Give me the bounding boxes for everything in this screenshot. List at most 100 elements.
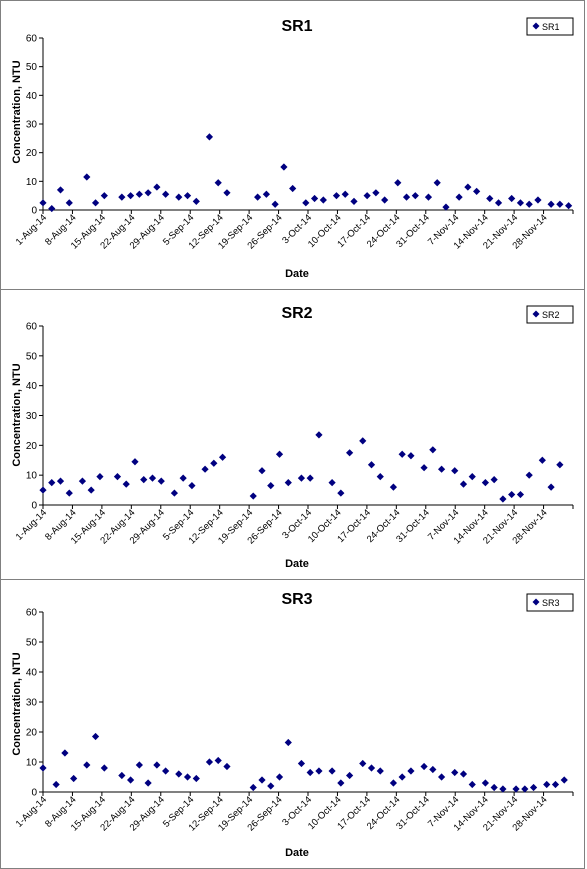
legend-box (526, 305, 574, 324)
data-point (468, 780, 476, 789)
data-point (315, 431, 323, 439)
data-point (376, 473, 384, 481)
data-point (328, 479, 336, 487)
data-point (437, 773, 446, 781)
data-point (70, 774, 78, 783)
y-tick-label: 10 (26, 471, 38, 482)
data-point (310, 194, 319, 203)
data-point (223, 189, 231, 197)
data-point (56, 477, 65, 485)
data-point (341, 190, 349, 198)
chart-panel-sr1: SR1 Concentration, NTU Date SR1 0 10 20 30 4… (0, 0, 585, 290)
data-point (332, 192, 341, 200)
legend: SR2 (526, 305, 574, 324)
y-tick-label: 40 (26, 381, 38, 392)
chart-panel-sr2: SR2 Concentration, NTU Date SR2 0 10 20 30 4… (0, 289, 585, 580)
data-point (429, 446, 437, 454)
data-point (315, 767, 323, 775)
data-point (473, 187, 481, 195)
data-point (525, 200, 533, 208)
data-point (131, 458, 139, 466)
y-tick-label: 40 (26, 91, 38, 102)
data-point (411, 192, 419, 200)
data-point (170, 489, 179, 497)
data-point (201, 465, 209, 473)
data-point (376, 767, 384, 775)
data-point (486, 194, 494, 203)
y-tick-label: 20 (26, 148, 38, 159)
data-point (451, 467, 459, 475)
data-point (210, 459, 218, 467)
data-point (508, 194, 516, 203)
y-tick-label: 10 (26, 758, 38, 769)
chart-panel-sr3: SR3 Concentration, NTU Date SR3 0 10 20 30 4… (0, 579, 585, 869)
data-point (525, 471, 533, 479)
y-axis-label: Concentration, NTU (11, 652, 23, 755)
data-point (214, 179, 222, 187)
data-point (127, 776, 135, 784)
y-tick-label: 0 (31, 206, 37, 217)
data-point (490, 783, 498, 792)
y-tick-label: 20 (26, 441, 38, 452)
y-tick-label: 60 (26, 34, 38, 45)
data-point (534, 196, 542, 204)
data-point (367, 461, 376, 469)
data-point (516, 199, 525, 207)
data-point (394, 179, 402, 187)
data-point (289, 184, 297, 193)
legend: SR3 (526, 593, 574, 612)
data-point (547, 483, 555, 491)
data-point (56, 186, 65, 194)
data-point (87, 486, 95, 494)
x-axis-label: Date (285, 558, 309, 570)
data-point (65, 199, 73, 207)
data-point (319, 196, 327, 204)
data-point (65, 489, 73, 497)
data-point (359, 437, 367, 445)
y-tick-label: 60 (26, 608, 38, 619)
data-point (118, 193, 126, 201)
data-point (481, 479, 489, 487)
data-point (381, 196, 389, 204)
data-point (122, 480, 130, 488)
data-point (516, 490, 525, 499)
data-point (424, 193, 433, 201)
data-point (490, 476, 498, 484)
data-point (91, 732, 100, 741)
y-tick-label: 30 (26, 698, 38, 709)
data-point (271, 200, 279, 208)
chart-title: SR2 (281, 305, 312, 322)
data-point (547, 200, 555, 208)
chart-sr1: SR1 Concentration, NTU Date SR1 0 10 20 30 4… (11, 17, 574, 280)
data-point (337, 779, 345, 787)
data-point (258, 467, 266, 475)
y-tick-label: 50 (26, 351, 38, 362)
data-point (429, 765, 437, 774)
data-point (100, 764, 108, 772)
y-axis-label: Concentration, NTU (11, 60, 23, 163)
legend-box (526, 17, 574, 36)
data-point (135, 761, 143, 769)
data-point (284, 479, 292, 487)
data-point (175, 193, 183, 201)
data-point (192, 774, 200, 783)
data-point (529, 783, 538, 792)
data-point (363, 192, 371, 200)
data-point (468, 473, 476, 481)
data-point (407, 452, 415, 460)
y-tick-label: 10 (26, 177, 38, 188)
data-point (48, 204, 56, 213)
data-point (61, 749, 69, 757)
data-point (275, 773, 284, 781)
legend-marker (532, 598, 540, 606)
axes: 01020304050601-Aug-148-Aug-1415-Aug-1422… (14, 322, 574, 546)
y-tick-label: 40 (26, 668, 38, 679)
data-point (508, 490, 516, 499)
data-point (96, 473, 104, 481)
data-point (83, 173, 91, 181)
data-point (267, 482, 275, 490)
data-point (389, 779, 398, 787)
legend-marker (532, 22, 540, 30)
data-point (144, 779, 152, 787)
chart-sr3: SR3 Concentration, NTU Date SR3 0 10 20 30 4… (11, 591, 574, 859)
